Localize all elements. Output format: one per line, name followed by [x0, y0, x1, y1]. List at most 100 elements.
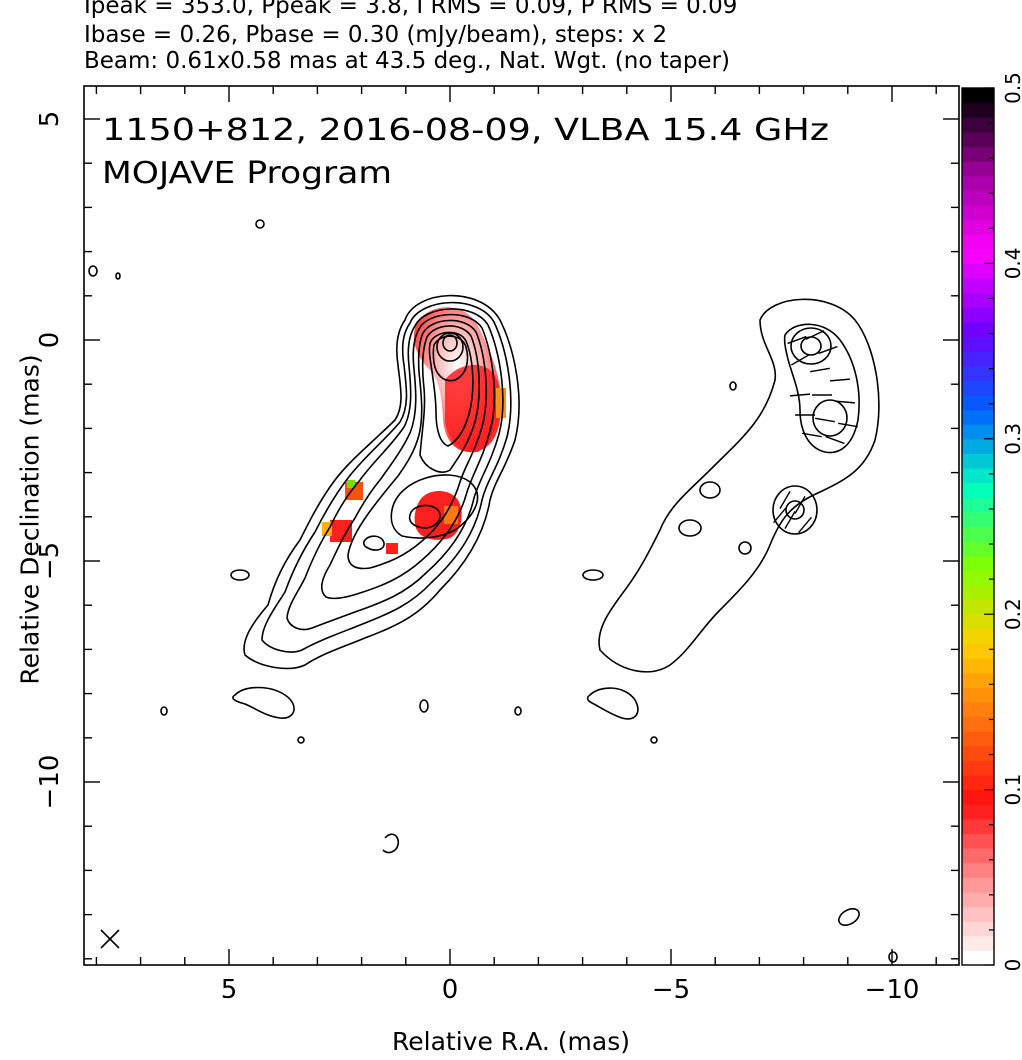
colorbar-step [962, 658, 994, 674]
pol-patch-edge [496, 388, 506, 418]
colorbar-step [962, 278, 994, 294]
colorbar-tick-label: 0.5 [1001, 72, 1022, 104]
colorbar-step [962, 745, 994, 761]
colorbar-step [962, 921, 994, 937]
colorbar-step [962, 307, 994, 323]
colorbar-step [962, 935, 994, 951]
x-tick-label: 5 [221, 975, 238, 1005]
polarization-vector [798, 516, 812, 534]
colorbar-step [962, 453, 994, 469]
colorbar-step [962, 394, 994, 411]
colorbar-step [962, 599, 994, 615]
colorbar-step [962, 131, 994, 148]
colorbar-step [962, 789, 994, 805]
colorbar-step [962, 716, 994, 732]
polarization-vector [794, 495, 806, 515]
colorbar-step [962, 701, 994, 718]
colorbar-step [962, 263, 994, 279]
colorbar-step [962, 482, 994, 498]
plot-frame [83, 85, 960, 966]
colorbar-tick-label: 0.3 [1001, 423, 1022, 455]
header-line-2: Ibase = 0.26, Pbase = 0.30 (mJy/beam), s… [84, 22, 668, 48]
colorbar-step [962, 731, 994, 747]
polarization-vector [838, 422, 858, 428]
colorbar-step [962, 584, 994, 601]
polarization-vector [810, 367, 830, 373]
colorbar-step [962, 438, 994, 455]
colorbar-step [962, 672, 994, 688]
polarization-vector [802, 432, 822, 438]
colorbar-step [962, 497, 994, 513]
colorbar-step [962, 424, 994, 440]
colorbar-step [962, 409, 994, 425]
colorbar-tick-label: 0 [1001, 959, 1022, 972]
colorbar-step [962, 380, 994, 396]
y-tick-label: 0 [35, 332, 65, 349]
colorbar-ticks: 0 0.1 0.2 0.3 0.4 0.5 [984, 72, 1022, 971]
chart-subtitle: MOJAVE Program [102, 156, 392, 191]
colorbar-step [962, 774, 994, 791]
colorbar-step [962, 146, 994, 162]
colorbar-step [962, 906, 994, 922]
y-axis-label: Relative Declination (mas) [15, 354, 45, 685]
beam-marker [100, 929, 120, 949]
polarization-vector [779, 490, 791, 510]
polarization-vector [815, 417, 835, 423]
y-tick-label: −5 [35, 542, 65, 580]
polarization-vector [834, 400, 856, 404]
colorbar-step [962, 234, 994, 250]
colorbar-step [962, 102, 994, 118]
polarization-vector [789, 393, 811, 397]
colorbar-tick-label: 0.4 [1001, 247, 1022, 279]
colorbar-step [962, 760, 994, 776]
y-tick-label: 5 [35, 111, 65, 128]
pol-patch-west [330, 520, 352, 542]
chart-title: 1150+812, 2016-08-09, VLBA 15.4 GHz [102, 113, 829, 148]
polarization-vector [773, 506, 787, 524]
colorbar-step [962, 292, 994, 308]
colorbar-step [962, 950, 994, 966]
colorbar-step [962, 365, 994, 381]
colorbar-step [962, 848, 994, 864]
colorbar-step [962, 526, 994, 542]
colorbar-step [962, 804, 994, 820]
x-tick-label: −5 [652, 975, 690, 1005]
polarization-vector [790, 354, 810, 366]
colorbar-step [962, 321, 994, 338]
axis-tick-labels: 5 0 −5 −10 5 0 −5 −10 [35, 111, 919, 1005]
axis-ticks [84, 86, 959, 965]
x-tick-label: −10 [865, 975, 920, 1005]
colorbar-step [962, 555, 994, 571]
pol-patch-knot-orange [444, 506, 458, 524]
colorbar-tick-label: 0.1 [1001, 774, 1022, 806]
intensity-contours [88, 219, 898, 963]
colorbar-step [962, 614, 994, 630]
colorbar-step [962, 628, 994, 645]
pol-patch-green-dot [347, 480, 355, 488]
colorbar-step [962, 336, 994, 352]
colorbar-step [962, 833, 994, 849]
colorbar-step [962, 511, 994, 528]
pol-patch-west-yellow [322, 522, 332, 536]
colorbar-frame [961, 87, 995, 966]
colorbar-step [962, 541, 994, 557]
polarization-vector [825, 435, 845, 445]
polarization-vector [784, 510, 796, 530]
colorbar-step [962, 175, 994, 191]
header-line-1: Ipeak = 353.0, Ppeak = 3.8, I RMS = 0.09… [84, 0, 738, 19]
colorbar-step [962, 818, 994, 835]
pol-patch-small [386, 543, 398, 554]
colorbar-step [962, 117, 994, 133]
polarization-vector [829, 378, 851, 382]
y-tick-label: −10 [35, 755, 65, 810]
colorbar-step [962, 570, 994, 586]
colorbar-step [962, 468, 994, 484]
colorbar-step [962, 643, 994, 659]
x-tick-label: 0 [442, 975, 459, 1005]
colorbar-step [962, 248, 994, 264]
colorbar-step [962, 891, 994, 908]
polarization-vector [805, 330, 825, 340]
header-line-3: Beam: 0.61x0.58 mas at 43.5 deg., Nat. W… [84, 48, 730, 74]
polarization-vector [818, 345, 838, 355]
